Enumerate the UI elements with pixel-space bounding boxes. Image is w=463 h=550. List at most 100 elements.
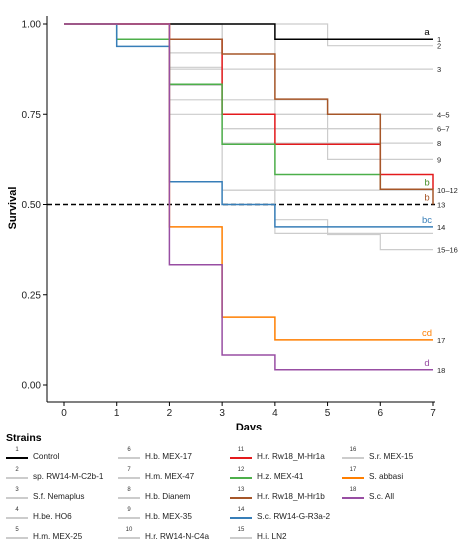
legend-label: H.z. MEX-41: [257, 472, 304, 481]
legend-item-9: 9 H.b. MEX-35: [116, 507, 236, 526]
legend-item-6: 6 H.b. MEX-17: [116, 447, 236, 466]
legend-number: 12: [237, 467, 245, 473]
series-line-18: [64, 23, 433, 371]
legend-swatch: [118, 537, 140, 539]
y-tick-label: 1.00: [22, 20, 42, 31]
legend-title: Strains: [6, 432, 42, 444]
legend-swatch: [230, 477, 252, 479]
x-tick-label: 2: [167, 408, 173, 419]
legend-number: 6: [127, 447, 131, 453]
end-label-2: 2: [437, 42, 441, 51]
legend-swatch: [6, 537, 28, 539]
legend-label: H.r. Rw18_M-Hr1b: [257, 492, 325, 501]
legend-item-12: 12 H.z. MEX-41: [228, 467, 348, 486]
legend-item-18: 18 S.c. All: [340, 487, 460, 506]
series-line-1: [64, 23, 433, 40]
legend-label: H.b. MEX-35: [145, 512, 192, 521]
end-label-9: 9: [437, 155, 441, 164]
x-tick-label: 4: [272, 408, 278, 419]
x-tick-label: 7: [430, 408, 436, 419]
legend-item-2: 2 sp. RW14-M-C2b-1: [4, 467, 124, 486]
significance-letter-17: cd: [422, 328, 432, 339]
end-label-1: 1: [437, 35, 441, 44]
significance-letter-11: b: [424, 177, 429, 188]
end-label-4: 4–5: [437, 110, 450, 119]
y-tick-label: 0.00: [22, 381, 42, 392]
legend-number: 18: [349, 487, 357, 493]
x-axis-label: Days: [236, 422, 262, 430]
legend-number: 9: [127, 507, 131, 513]
legend-swatch: [230, 457, 252, 459]
x-tick-label: 6: [378, 408, 384, 419]
series-line-17: [64, 23, 433, 341]
legend-number: 16: [349, 447, 357, 453]
legend-key-12: 12: [228, 467, 254, 486]
legend-label: H.b. MEX-17: [145, 452, 192, 461]
significance-letter-14: bc: [422, 215, 432, 226]
legend-key-4: 4: [4, 507, 30, 526]
legend-label: H.be. HO6: [33, 512, 72, 521]
significance-letter-1: a: [424, 27, 430, 38]
legend-number: 1: [15, 447, 19, 453]
series-line-8: [64, 23, 433, 144]
end-label-17: 17: [437, 336, 445, 345]
legend-key-5: 5: [4, 527, 30, 546]
legend-swatch: [342, 457, 364, 459]
legend-label: Control: [33, 452, 60, 461]
legend-swatch: [342, 497, 364, 499]
legend-key-7: 7: [116, 467, 142, 486]
series-line-14: [64, 23, 433, 228]
legend-item-4: 4 H.be. HO6: [4, 507, 124, 526]
y-tick-label: 0.50: [22, 200, 42, 211]
legend-item-3: 3 S.f. Nemaplus: [4, 487, 124, 506]
significance-letter-12: b: [424, 177, 429, 188]
legend-number: 7: [127, 467, 131, 473]
legend-item-14: 14 S.c. RW14-G-R3a-2: [228, 507, 348, 526]
legend-number: 2: [15, 467, 19, 473]
end-label-18: 18: [437, 366, 445, 375]
x-tick-label: 1: [114, 408, 120, 419]
legend-number: 11: [237, 447, 245, 453]
legend-label: H.b. Dianem: [145, 492, 191, 501]
axis-layer: 0.00 0.25 0.50 0.75 1.00 0 1 2 3 4 5 6 7: [22, 16, 436, 419]
y-axis-label: Survival: [7, 187, 19, 230]
series-line-15: [64, 23, 433, 251]
legend-number: 10: [125, 527, 133, 533]
legend-label: sp. RW14-M-C2b-1: [33, 472, 104, 481]
legend-item-13: 13 H.r. Rw18_M-Hr1b: [228, 487, 348, 506]
series-line-9: [64, 23, 433, 160]
series-line-12: [64, 23, 433, 191]
series-layer: [64, 23, 434, 371]
end-label-8: 8: [437, 139, 441, 148]
legend-swatch: [6, 497, 28, 499]
legend-swatch: [118, 497, 140, 499]
legend-item-1: 1 Control: [4, 447, 124, 466]
legend-swatch: [6, 457, 28, 459]
legend-item-10: 10 H.r. RW14-N-C4a: [116, 527, 236, 546]
legend-key-3: 3: [4, 487, 30, 506]
legend-key-17: 17: [340, 467, 366, 486]
legend-label: H.m. MEX-47: [145, 472, 195, 481]
legend-label: H.i. LN2: [257, 532, 287, 541]
series-line-11: [64, 23, 434, 190]
legend-item-15: 15 H.i. LN2: [228, 527, 348, 546]
legend-label: H.r. RW14-N-C4a: [145, 532, 209, 541]
legend-item-7: 7 H.m. MEX-47: [116, 467, 236, 486]
legend-number: 4: [15, 507, 19, 513]
y-tick-label: 0.25: [22, 290, 42, 301]
legend-label: S.c. RW14-G-R3a-2: [257, 512, 331, 521]
legend-key-15: 15: [228, 527, 254, 546]
legend-number: 8: [127, 487, 131, 493]
end-label-6: 6–7: [437, 125, 450, 134]
x-tick-label: 5: [325, 408, 331, 419]
significance-letter-13: b: [424, 193, 429, 204]
legend-key-11: 11: [228, 447, 254, 466]
series-line-2: [64, 23, 433, 47]
legend-swatch: [230, 497, 252, 499]
end-label-3: 3: [437, 65, 441, 74]
legend-number: 15: [237, 527, 245, 533]
legend-label: S.f. Nemaplus: [33, 492, 85, 501]
legend-item-16: 16 S.r. MEX-15: [340, 447, 460, 466]
legend-key-2: 2: [4, 467, 30, 486]
